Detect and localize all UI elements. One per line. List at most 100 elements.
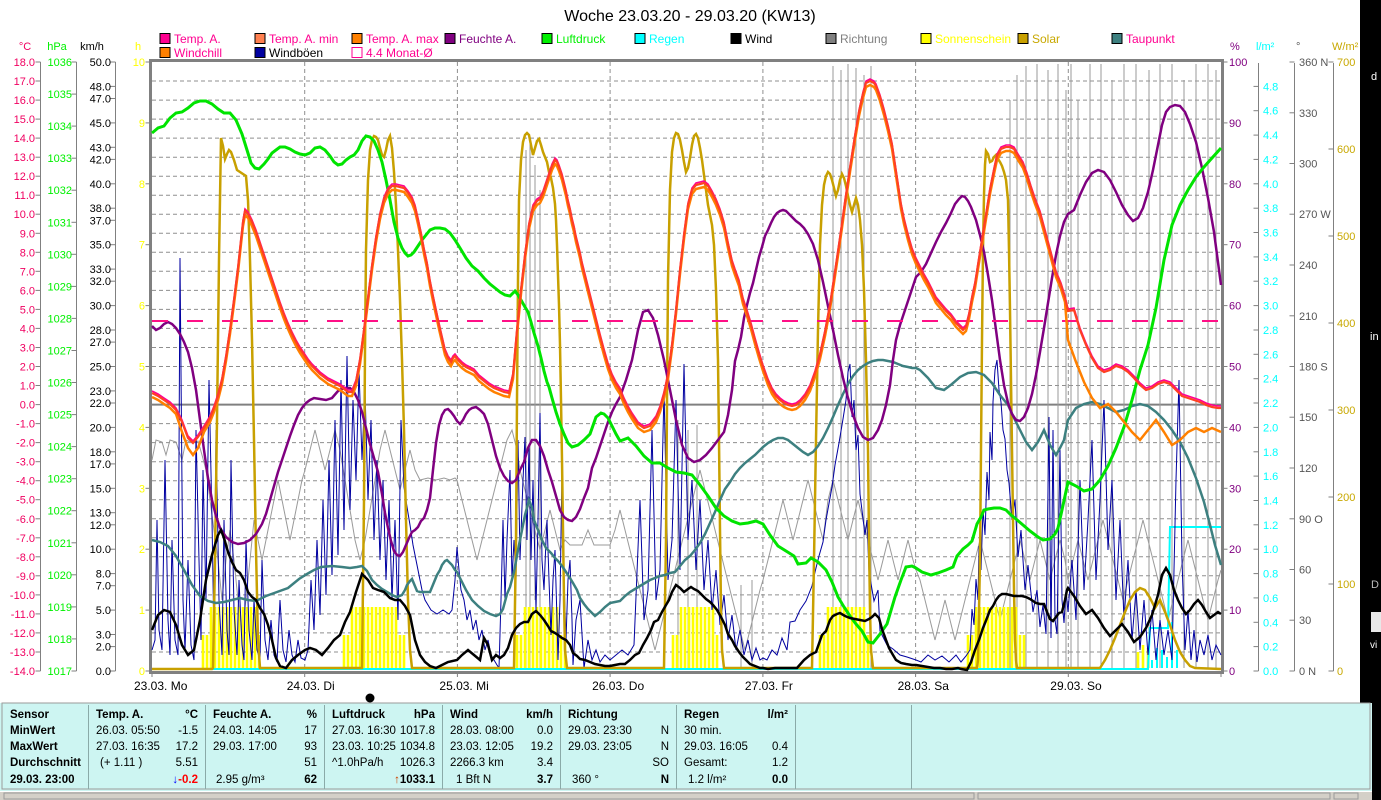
svg-text:l/m²: l/m² [768,709,789,721]
svg-text:1020: 1020 [48,570,72,582]
svg-text:4: 4 [139,422,145,434]
svg-text:1.2: 1.2 [772,757,788,769]
svg-text:Luftdruck: Luftdruck [332,709,386,721]
svg-text:2.95 g/m³: 2.95 g/m³ [216,774,265,786]
svg-text:Wind: Wind [745,32,772,46]
svg-text:200: 200 [1337,492,1355,504]
svg-text:500: 500 [1337,231,1355,243]
svg-text:210: 210 [1299,311,1317,323]
svg-text:-3.0: -3.0 [16,457,35,469]
svg-text:17: 17 [304,725,317,737]
svg-text:1.4: 1.4 [1263,496,1278,508]
svg-text:%: % [1230,41,1240,53]
svg-text:0.0: 0.0 [20,400,35,412]
svg-text:29.03. 16:05: 29.03. 16:05 [684,741,748,753]
svg-text:1.2 l/m²: 1.2 l/m² [688,774,727,786]
svg-text:12.0: 12.0 [14,171,35,183]
svg-text:29.03. So: 29.03. So [1050,679,1102,693]
svg-text:30: 30 [1299,615,1311,627]
svg-text:d: d [1371,71,1377,83]
svg-text:-5.0: -5.0 [16,495,35,507]
svg-text:32.0: 32.0 [90,276,111,288]
svg-text:3.8: 3.8 [1263,203,1278,215]
svg-text:1: 1 [139,605,145,617]
svg-text:40: 40 [1229,422,1241,434]
svg-text:1024: 1024 [48,442,72,454]
svg-text:-4.0: -4.0 [16,476,35,488]
svg-text:1029: 1029 [48,281,72,293]
svg-text:4.8: 4.8 [1263,81,1278,93]
svg-text:26.03. Do: 26.03. Do [592,679,644,693]
svg-text:l/m²: l/m² [1256,41,1275,53]
svg-text:18.0: 18.0 [14,57,35,69]
svg-text:2266.3 km: 2266.3 km [450,757,504,769]
svg-text:2.4: 2.4 [1263,374,1278,386]
svg-text:1017: 1017 [48,666,72,678]
svg-text:17.0: 17.0 [14,76,35,88]
svg-text:1022: 1022 [48,506,72,518]
svg-text:60: 60 [1299,565,1311,577]
svg-text:28.03. Sa: 28.03. Sa [898,679,950,693]
svg-text:Feuchte A.: Feuchte A. [213,709,271,721]
svg-text:0: 0 [1337,666,1343,678]
svg-text:0: 0 [1229,666,1235,678]
svg-text:Sensor: Sensor [10,709,50,721]
svg-text:-6.0: -6.0 [16,514,35,526]
svg-text:22.0: 22.0 [90,398,111,410]
svg-text:Windchill: Windchill [174,46,222,60]
svg-text:Feuchte A.: Feuchte A. [459,32,516,46]
svg-text:26.03. 05:50: 26.03. 05:50 [96,725,160,737]
svg-text:2.6: 2.6 [1263,349,1278,361]
svg-text:°C: °C [185,709,198,721]
svg-text:Regen: Regen [649,32,684,46]
svg-text:4.0: 4.0 [20,323,35,335]
svg-text:6.0: 6.0 [20,285,35,297]
svg-text:(+ 1.11 ): (+ 1.11 ) [100,757,142,769]
svg-text:3.4: 3.4 [1263,252,1278,264]
svg-text:↓-0.2: ↓-0.2 [172,774,198,786]
svg-text:15.0: 15.0 [14,114,35,126]
svg-text:1 Bft N: 1 Bft N [456,774,491,786]
svg-text:29.03. 23:05: 29.03. 23:05 [568,741,632,753]
svg-text:0.0: 0.0 [772,774,788,786]
svg-text:45.0: 45.0 [90,118,111,130]
svg-text:0.0: 0.0 [1263,666,1278,678]
svg-text:17.2: 17.2 [176,741,198,753]
svg-text:180 S: 180 S [1299,362,1328,374]
svg-text:3.0: 3.0 [1263,301,1278,313]
svg-text:50.0: 50.0 [90,57,111,69]
svg-text:h: h [135,41,141,53]
svg-text:Temp. A. min: Temp. A. min [269,32,338,46]
svg-text:10.0: 10.0 [90,544,111,556]
svg-text:8.0: 8.0 [96,569,111,581]
svg-text:Richtung: Richtung [568,709,618,721]
svg-text:10: 10 [1229,605,1241,617]
svg-text:D: D [1371,579,1379,591]
svg-text:-13.0: -13.0 [10,647,35,659]
svg-text:360 N: 360 N [1299,57,1328,69]
svg-text:150: 150 [1299,412,1317,424]
svg-text:600: 600 [1337,144,1355,156]
svg-text:30.0: 30.0 [90,301,111,313]
svg-text:1.6: 1.6 [1263,471,1278,483]
svg-text:30: 30 [1229,483,1241,495]
svg-text:51: 51 [304,757,317,769]
svg-text:0.0: 0.0 [96,666,111,678]
svg-text:-11.0: -11.0 [11,609,35,621]
svg-text:Temp. A.: Temp. A. [96,709,143,721]
svg-text:1023: 1023 [48,474,72,486]
svg-text:11.0: 11.0 [14,190,35,202]
svg-text:400: 400 [1337,318,1355,330]
svg-text:1.0: 1.0 [1263,544,1278,556]
svg-text:%: % [307,709,317,721]
svg-text:38.0: 38.0 [90,203,111,215]
svg-text:3.0: 3.0 [96,630,111,642]
svg-text:29.03. 17:00: 29.03. 17:00 [213,741,277,753]
svg-text:240: 240 [1299,260,1317,272]
svg-text:28.03. 08:00: 28.03. 08:00 [450,725,514,737]
svg-text:0.2: 0.2 [1263,642,1278,654]
svg-text:5: 5 [139,362,145,374]
svg-text:hPa: hPa [414,709,436,721]
svg-text:20: 20 [1229,544,1241,556]
svg-text:35.0: 35.0 [90,240,111,252]
